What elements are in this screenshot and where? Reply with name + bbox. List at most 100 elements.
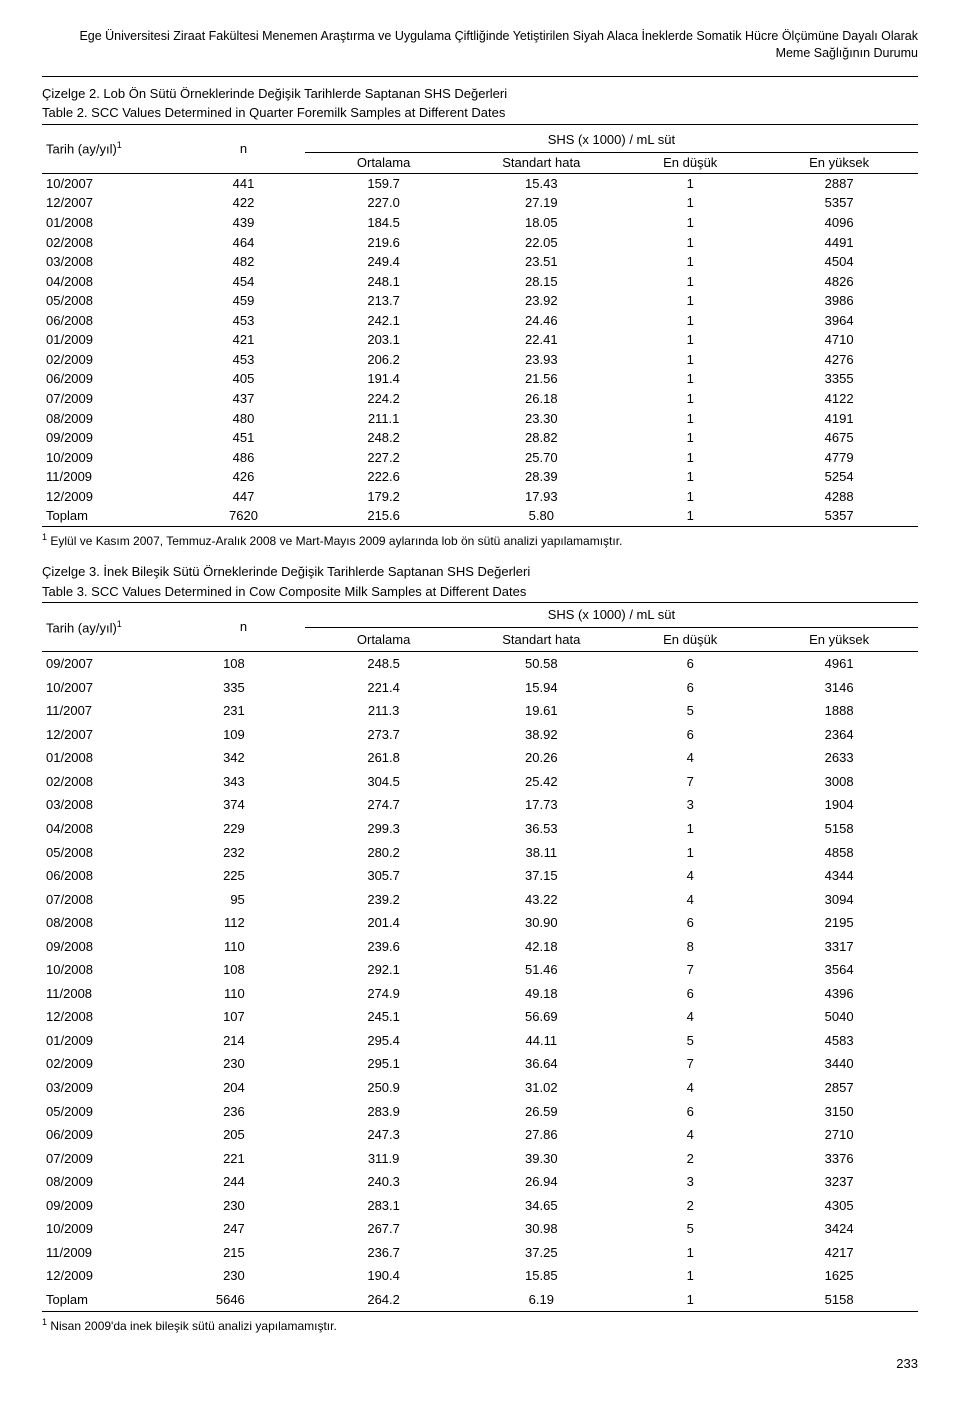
running-header-line2: Meme Sağlığının Durumu bbox=[776, 46, 918, 60]
cell-max: 4396 bbox=[760, 982, 918, 1006]
cell-sh: 28.15 bbox=[462, 272, 620, 292]
cell-n: 221 bbox=[182, 1147, 305, 1171]
cell-max: 1625 bbox=[760, 1264, 918, 1288]
cell-max: 5158 bbox=[760, 1288, 918, 1312]
cell-min: 1 bbox=[620, 409, 760, 429]
cell-n: 486 bbox=[182, 448, 305, 468]
cell-sh: 28.82 bbox=[462, 428, 620, 448]
cell-max: 4217 bbox=[760, 1241, 918, 1265]
cell-n: 110 bbox=[182, 935, 305, 959]
cell-sh: 38.11 bbox=[462, 841, 620, 865]
cell-sh: 30.98 bbox=[462, 1217, 620, 1241]
cell-max: 2710 bbox=[760, 1123, 918, 1147]
cell-n: 343 bbox=[182, 770, 305, 794]
cell-min: 3 bbox=[620, 793, 760, 817]
table-row: 09/2009451248.228.8214675 bbox=[42, 428, 918, 448]
cell-ort: 206.2 bbox=[305, 350, 463, 370]
cell-ort: 236.7 bbox=[305, 1241, 463, 1265]
cell-ort: 299.3 bbox=[305, 817, 463, 841]
cell-min: 5 bbox=[620, 699, 760, 723]
cell-max: 1904 bbox=[760, 793, 918, 817]
cell-n: 107 bbox=[182, 1005, 305, 1029]
cell-n: 247 bbox=[182, 1217, 305, 1241]
cell-date: 12/2008 bbox=[42, 1005, 182, 1029]
cell-ort: 248.1 bbox=[305, 272, 463, 292]
table-row: 05/2008459213.723.9213986 bbox=[42, 291, 918, 311]
cell-max: 2857 bbox=[760, 1076, 918, 1100]
cell-min: 2 bbox=[620, 1147, 760, 1171]
cell-sh: 23.51 bbox=[462, 252, 620, 272]
cell-max: 2195 bbox=[760, 911, 918, 935]
cell-min: 1 bbox=[620, 311, 760, 331]
cell-ort: 273.7 bbox=[305, 723, 463, 747]
cell-max: 3317 bbox=[760, 935, 918, 959]
table3-col-ort: Ortalama bbox=[305, 627, 463, 652]
cell-n: 459 bbox=[182, 291, 305, 311]
cell-date: 10/2009 bbox=[42, 1217, 182, 1241]
cell-min: 1 bbox=[620, 1241, 760, 1265]
table-row: 09/2008110239.642.1883317 bbox=[42, 935, 918, 959]
cell-sh: 25.42 bbox=[462, 770, 620, 794]
cell-min: 1 bbox=[620, 841, 760, 865]
table-row: 03/2008374274.717.7331904 bbox=[42, 793, 918, 817]
cell-n: 422 bbox=[182, 193, 305, 213]
cell-ort: 249.4 bbox=[305, 252, 463, 272]
cell-sh: 37.25 bbox=[462, 1241, 620, 1265]
cell-sh: 44.11 bbox=[462, 1029, 620, 1053]
cell-min: 2 bbox=[620, 1194, 760, 1218]
cell-ort: 201.4 bbox=[305, 911, 463, 935]
cell-ort: 283.9 bbox=[305, 1100, 463, 1124]
cell-date: 01/2009 bbox=[42, 330, 182, 350]
cell-date: 02/2009 bbox=[42, 1052, 182, 1076]
table-row: 06/2009205247.327.8642710 bbox=[42, 1123, 918, 1147]
cell-date: 03/2008 bbox=[42, 793, 182, 817]
table3-col-max: En yüksek bbox=[760, 627, 918, 652]
cell-n: 335 bbox=[182, 676, 305, 700]
cell-date: 12/2009 bbox=[42, 487, 182, 507]
cell-ort: 248.5 bbox=[305, 652, 463, 676]
cell-max: 4583 bbox=[760, 1029, 918, 1053]
table-row: 09/2007108248.550.5864961 bbox=[42, 652, 918, 676]
table-row: 10/2007335221.415.9463146 bbox=[42, 676, 918, 700]
cell-min: 6 bbox=[620, 1100, 760, 1124]
cell-sh: 23.30 bbox=[462, 409, 620, 429]
cell-ort: 191.4 bbox=[305, 369, 463, 389]
cell-date: 06/2008 bbox=[42, 864, 182, 888]
cell-max: 5357 bbox=[760, 193, 918, 213]
cell-max: 2364 bbox=[760, 723, 918, 747]
cell-min: 8 bbox=[620, 935, 760, 959]
cell-n: 421 bbox=[182, 330, 305, 350]
cell-max: 5254 bbox=[760, 467, 918, 487]
cell-n: 225 bbox=[182, 864, 305, 888]
cell-sh: 39.30 bbox=[462, 1147, 620, 1171]
cell-min: 4 bbox=[620, 888, 760, 912]
cell-sh: 36.64 bbox=[462, 1052, 620, 1076]
cell-max: 5158 bbox=[760, 817, 918, 841]
cell-date: 07/2008 bbox=[42, 888, 182, 912]
cell-max: 4491 bbox=[760, 233, 918, 253]
cell-min: 1 bbox=[620, 506, 760, 526]
cell-n: 437 bbox=[182, 389, 305, 409]
cell-max: 4276 bbox=[760, 350, 918, 370]
table-row: 10/2009247267.730.9853424 bbox=[42, 1217, 918, 1241]
table-row: 12/2009230190.415.8511625 bbox=[42, 1264, 918, 1288]
cell-min: 4 bbox=[620, 1076, 760, 1100]
cell-max: 3424 bbox=[760, 1217, 918, 1241]
table-row: 01/2008439184.518.0514096 bbox=[42, 213, 918, 233]
cell-ort: 248.2 bbox=[305, 428, 463, 448]
cell-n: 204 bbox=[182, 1076, 305, 1100]
cell-date: 02/2008 bbox=[42, 233, 182, 253]
cell-date: 03/2009 bbox=[42, 1076, 182, 1100]
cell-max: 3237 bbox=[760, 1170, 918, 1194]
cell-date: 01/2008 bbox=[42, 746, 182, 770]
cell-max: 3564 bbox=[760, 958, 918, 982]
table-row: 05/2008232280.238.1114858 bbox=[42, 841, 918, 865]
table2-col-sh: Standart hata bbox=[462, 153, 620, 174]
cell-n: 95 bbox=[182, 888, 305, 912]
cell-min: 6 bbox=[620, 652, 760, 676]
cell-date: 12/2007 bbox=[42, 193, 182, 213]
cell-ort: 250.9 bbox=[305, 1076, 463, 1100]
cell-date: 09/2009 bbox=[42, 1194, 182, 1218]
table-row: 07/2009221311.939.3023376 bbox=[42, 1147, 918, 1171]
cell-sh: 26.59 bbox=[462, 1100, 620, 1124]
